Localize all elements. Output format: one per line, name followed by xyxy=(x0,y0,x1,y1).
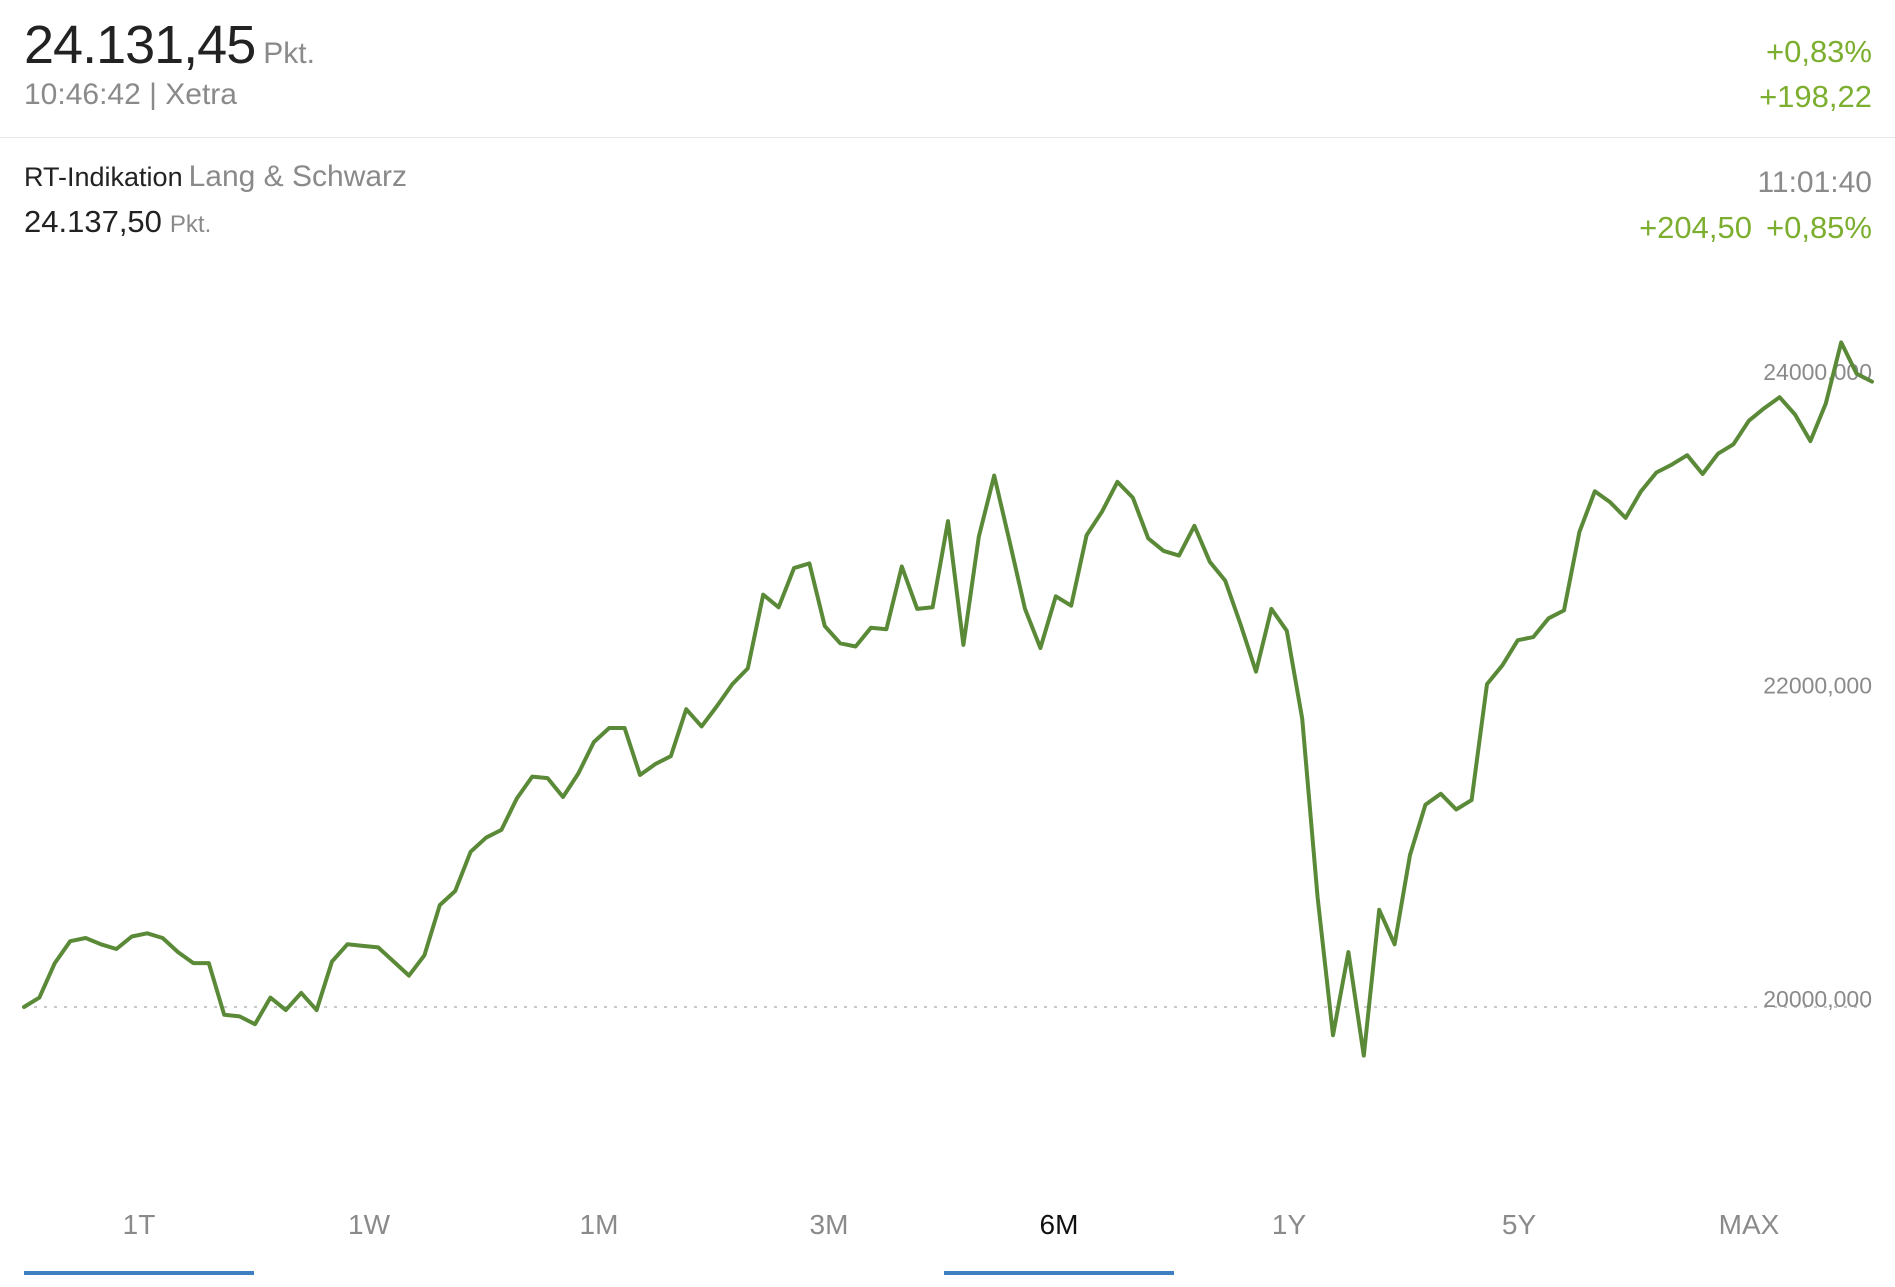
tab-1m[interactable]: 1M xyxy=(484,1195,714,1275)
rt-time: 11:01:40 xyxy=(1757,166,1872,199)
series-line-0 xyxy=(22,340,1874,1058)
tab-label: 1Y xyxy=(1271,1209,1307,1240)
quote-exchange: Xetra xyxy=(165,78,237,111)
tab-max[interactable]: MAX xyxy=(1634,1195,1864,1275)
rt-price-value: 24.137,50 xyxy=(24,204,162,239)
rt-change-percent: +0,85% xyxy=(1765,210,1872,245)
quote-header: 24.131,45 Pkt. 10:46:42 | Xetra +0,83% +1… xyxy=(0,0,1895,138)
main-price-unit: Pkt. xyxy=(263,37,315,70)
rt-indication: RT-Indikation Lang & Schwarz 24.137,50 Pkt… xyxy=(0,138,1895,268)
tab-label: 6M xyxy=(1039,1209,1079,1240)
main-price-value: 24.131,45 xyxy=(24,15,256,75)
tab-label: 3M xyxy=(809,1209,849,1240)
rt-price-unit: Pkt. xyxy=(169,211,212,238)
tab-1y[interactable]: 1Y xyxy=(1174,1195,1404,1275)
main-price: 24.131,45 Pkt. xyxy=(24,14,315,76)
tab-underline xyxy=(944,1271,1174,1275)
change-percent: +0,83% xyxy=(1765,34,1872,69)
tab-label: MAX xyxy=(1718,1209,1780,1240)
rt-change-absolute: +204,50 xyxy=(1639,210,1752,245)
tab-6m[interactable]: 6M xyxy=(944,1195,1174,1275)
tab-1t[interactable]: 1T xyxy=(24,1195,254,1275)
rt-changes: +204,50 +0,85% xyxy=(1639,210,1872,246)
y-tick-label: 22000,000 xyxy=(1763,673,1872,699)
rt-price: 24.137,50 Pkt. xyxy=(24,204,211,240)
price-meta: 10:46:42 | Xetra xyxy=(24,78,237,112)
rt-source: Lang & Schwarz xyxy=(188,160,408,193)
tab-5y[interactable]: 5Y xyxy=(1404,1195,1634,1275)
tab-label: 1M xyxy=(579,1209,619,1240)
y-tick-label: 24000,000 xyxy=(1763,359,1872,385)
tab-1w[interactable]: 1W xyxy=(254,1195,484,1275)
tab-underline xyxy=(24,1271,254,1275)
y-tick-labels: 24000,000 22000,000 20000,000 xyxy=(1763,359,1872,1012)
tab-label: 1W xyxy=(348,1209,390,1240)
change-absolute: +198,22 xyxy=(1759,79,1872,114)
tab-label: 5Y xyxy=(1501,1209,1537,1240)
series-layer xyxy=(22,340,1874,1058)
timeframe-tabs: 1T 1W 1M 3M 6M 1Y 5Y MAX xyxy=(0,1195,1895,1287)
rt-title: RT-Indikation Lang & Schwarz xyxy=(24,160,407,194)
tab-label: 1T xyxy=(122,1209,156,1240)
quote-time: 10:46:42 xyxy=(24,78,141,111)
tab-3m[interactable]: 3M xyxy=(714,1195,944,1275)
y-tick-label: 20000,000 xyxy=(1763,986,1872,1012)
rt-label: RT-Indikation xyxy=(24,162,183,192)
meta-separator: | xyxy=(149,78,166,111)
